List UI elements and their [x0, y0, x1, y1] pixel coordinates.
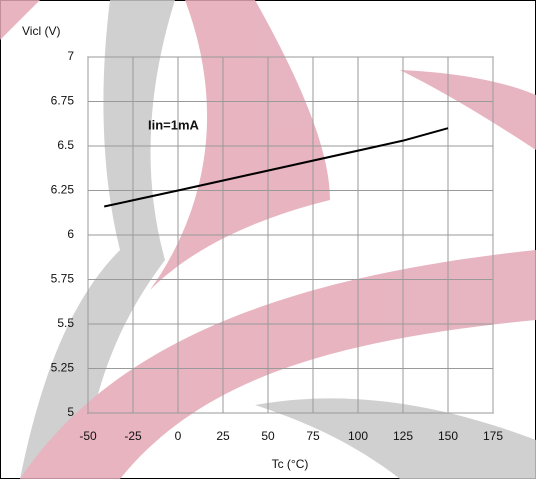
data-line [103, 127, 449, 208]
y-tick-label: 5.25 [51, 361, 75, 375]
x-tick-label: 25 [216, 429, 230, 443]
x-tick-label: 75 [306, 429, 320, 443]
x-tick-label: 0 [175, 429, 182, 443]
y-tick-label: 5.5 [57, 316, 74, 330]
x-tick-label: 50 [261, 429, 275, 443]
x-axis-label: Tc (°C) [272, 457, 309, 471]
y-tick-label: 6.5 [57, 138, 74, 152]
y-tick-label: 7 [67, 49, 74, 63]
y-tick-label: 5 [67, 405, 74, 419]
x-tick-label: 125 [393, 429, 413, 443]
x-tick-label: -50 [79, 429, 97, 443]
y-tick-label: 6 [67, 227, 74, 241]
y-tick-label: 5.75 [51, 272, 75, 286]
x-tick-label: -25 [124, 429, 142, 443]
y-tick-label: 6.25 [51, 183, 75, 197]
annotation: Iin=1mA [148, 117, 200, 132]
x-tick-label: 100 [348, 429, 368, 443]
x-tick-label: 175 [483, 429, 503, 443]
y-tick-label: 6.75 [51, 94, 75, 108]
y-axis-label: Vicl (V) [22, 24, 60, 38]
x-tick-label: 150 [438, 429, 458, 443]
